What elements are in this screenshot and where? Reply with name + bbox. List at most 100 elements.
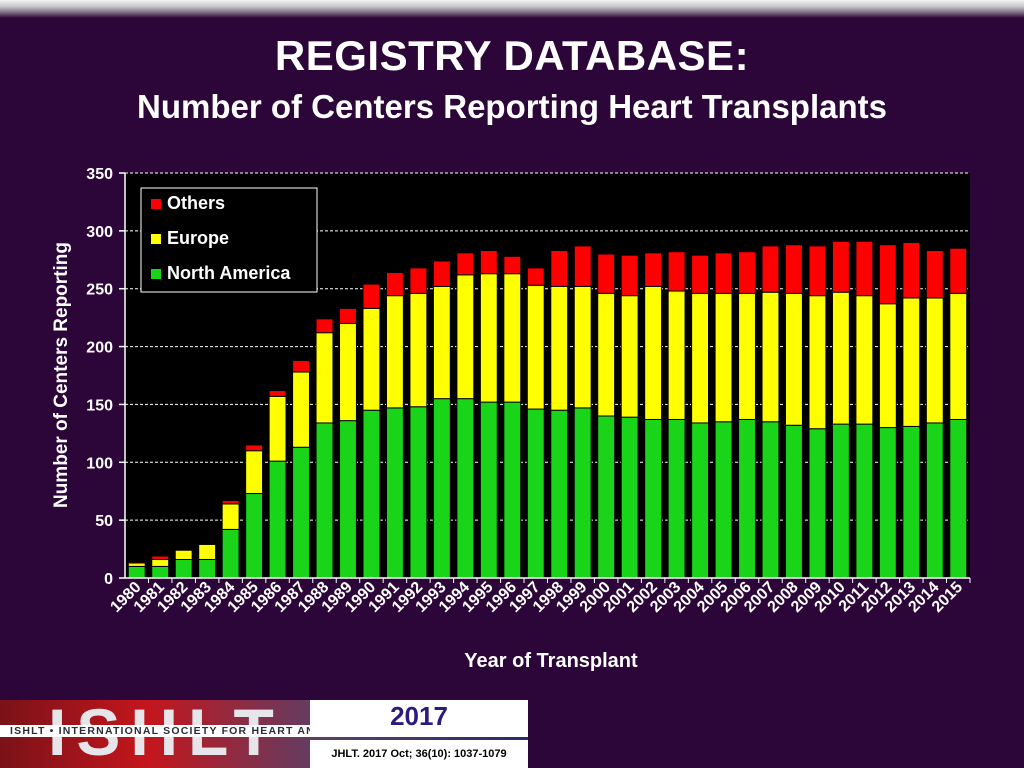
bar-others-1988 (315, 318, 334, 334)
bar-others-2013 (902, 241, 921, 299)
bar-north-america-1989 (339, 420, 357, 579)
bar-north-america-2007 (761, 421, 780, 579)
bar-others-2007 (761, 245, 780, 293)
bar-europe-2011 (855, 295, 874, 425)
bar-europe-1980 (127, 562, 146, 567)
bar-north-america-1996 (503, 401, 522, 579)
bar-others-1991 (385, 272, 404, 297)
bar-others-1993 (432, 260, 451, 287)
bar-north-america-1982 (174, 558, 193, 579)
bar-others-1987 (292, 359, 310, 373)
bar-others-1989 (339, 307, 357, 324)
y-tick-label: 0 (104, 571, 113, 588)
bar-others-1996 (503, 255, 522, 275)
bar-others-1980 (127, 561, 146, 564)
bar-north-america-1988 (315, 422, 334, 579)
bar-north-america-2015 (949, 418, 968, 579)
bar-others-1981 (151, 555, 170, 560)
legend-label-europe: Europe (167, 228, 229, 248)
bar-others-2005 (714, 252, 733, 294)
bar-europe-1981 (151, 558, 170, 567)
bar-europe-1985 (245, 450, 264, 495)
bar-north-america-1986 (268, 460, 287, 579)
bar-north-america-1980 (127, 565, 146, 579)
bar-others-1998 (550, 250, 569, 287)
bar-europe-1989 (339, 322, 357, 422)
bar-north-america-1992 (409, 406, 428, 579)
y-tick-label: 350 (86, 166, 113, 183)
legend-label-others: Others (167, 193, 225, 213)
y-tick-label: 150 (86, 397, 113, 414)
legend-swatch-others (151, 199, 161, 209)
y-tick-label: 100 (86, 455, 113, 472)
y-tick-label: 200 (86, 340, 113, 357)
slide-subtitle: Number of Centers Reporting Heart Transp… (137, 88, 887, 125)
report-year-box: 2017 (310, 700, 528, 734)
bar-europe-1982 (174, 549, 193, 560)
bar-others-2008 (785, 244, 803, 294)
bar-europe-2009 (808, 295, 827, 430)
bar-europe-1997 (526, 284, 545, 410)
slide-title: REGISTRY DATABASE: (274, 32, 750, 79)
bar-others-1986 (268, 390, 287, 397)
bar-europe-2005 (714, 292, 733, 423)
bar-north-america-2008 (785, 424, 803, 579)
bar-others-2003 (667, 251, 686, 292)
bar-europe-2014 (925, 297, 944, 424)
bar-north-america-1984 (221, 528, 240, 579)
citation: JHLT. 2017 Oct; 36(10): 1037-1079 (310, 740, 528, 768)
legend-swatch-north-america (151, 269, 161, 279)
bar-others-1990 (362, 283, 381, 309)
bar-north-america-1998 (550, 409, 569, 579)
bar-europe-1999 (573, 285, 592, 409)
header-gradient-band (0, 0, 1024, 18)
bar-europe-1990 (362, 307, 381, 411)
bar-europe-1984 (221, 503, 240, 530)
bar-others-2001 (620, 254, 639, 297)
bar-north-america-1987 (292, 446, 310, 579)
bar-north-america-1990 (362, 409, 381, 579)
bar-others-1994 (456, 252, 475, 276)
bars (127, 240, 968, 579)
bar-north-america-2003 (667, 418, 686, 579)
bar-north-america-2005 (714, 421, 733, 579)
bar-north-america-2002 (644, 418, 663, 579)
x-axis-title: Year of Transplant (464, 650, 638, 672)
bar-north-america-2000 (597, 415, 616, 579)
bar-europe-2000 (597, 292, 616, 417)
bar-others-1995 (479, 250, 498, 275)
bar-europe-2013 (902, 297, 921, 427)
bar-others-1999 (573, 245, 592, 287)
bar-north-america-2012 (878, 427, 897, 579)
legend: Others Europe North America (140, 187, 318, 293)
bar-europe-1996 (503, 273, 522, 403)
bar-others-2000 (597, 253, 616, 294)
bar-north-america-2001 (620, 416, 639, 579)
legend-label-north-america: North America (167, 263, 291, 283)
bar-europe-2001 (620, 295, 639, 418)
bar-others-2014 (925, 250, 944, 299)
bar-europe-1993 (432, 285, 451, 400)
bar-others-2012 (878, 244, 897, 305)
bar-europe-2015 (949, 292, 968, 420)
bar-europe-1988 (315, 332, 334, 424)
bar-others-1997 (526, 267, 545, 286)
bar-europe-2002 (644, 285, 663, 420)
y-axis-title: Number of Centers Reporting (51, 242, 72, 508)
bar-north-america-2011 (855, 423, 874, 579)
bar-north-america-2010 (831, 423, 850, 579)
bar-europe-1991 (385, 295, 404, 409)
legend-box (140, 187, 318, 293)
bar-north-america-1985 (245, 493, 264, 579)
bar-europe-1992 (409, 292, 428, 408)
bar-europe-1994 (456, 274, 475, 400)
y-tick-label: 250 (86, 282, 113, 299)
bar-north-america-1999 (573, 407, 592, 579)
bar-others-1984 (221, 499, 240, 505)
bar-others-1985 (245, 444, 264, 452)
bar-north-america-2014 (925, 422, 944, 579)
bar-europe-1987 (292, 371, 310, 448)
bar-north-america-1991 (385, 407, 404, 579)
chart: 0501001502002503003501980198119821983198… (51, 166, 971, 672)
bar-north-america-2006 (738, 418, 756, 579)
